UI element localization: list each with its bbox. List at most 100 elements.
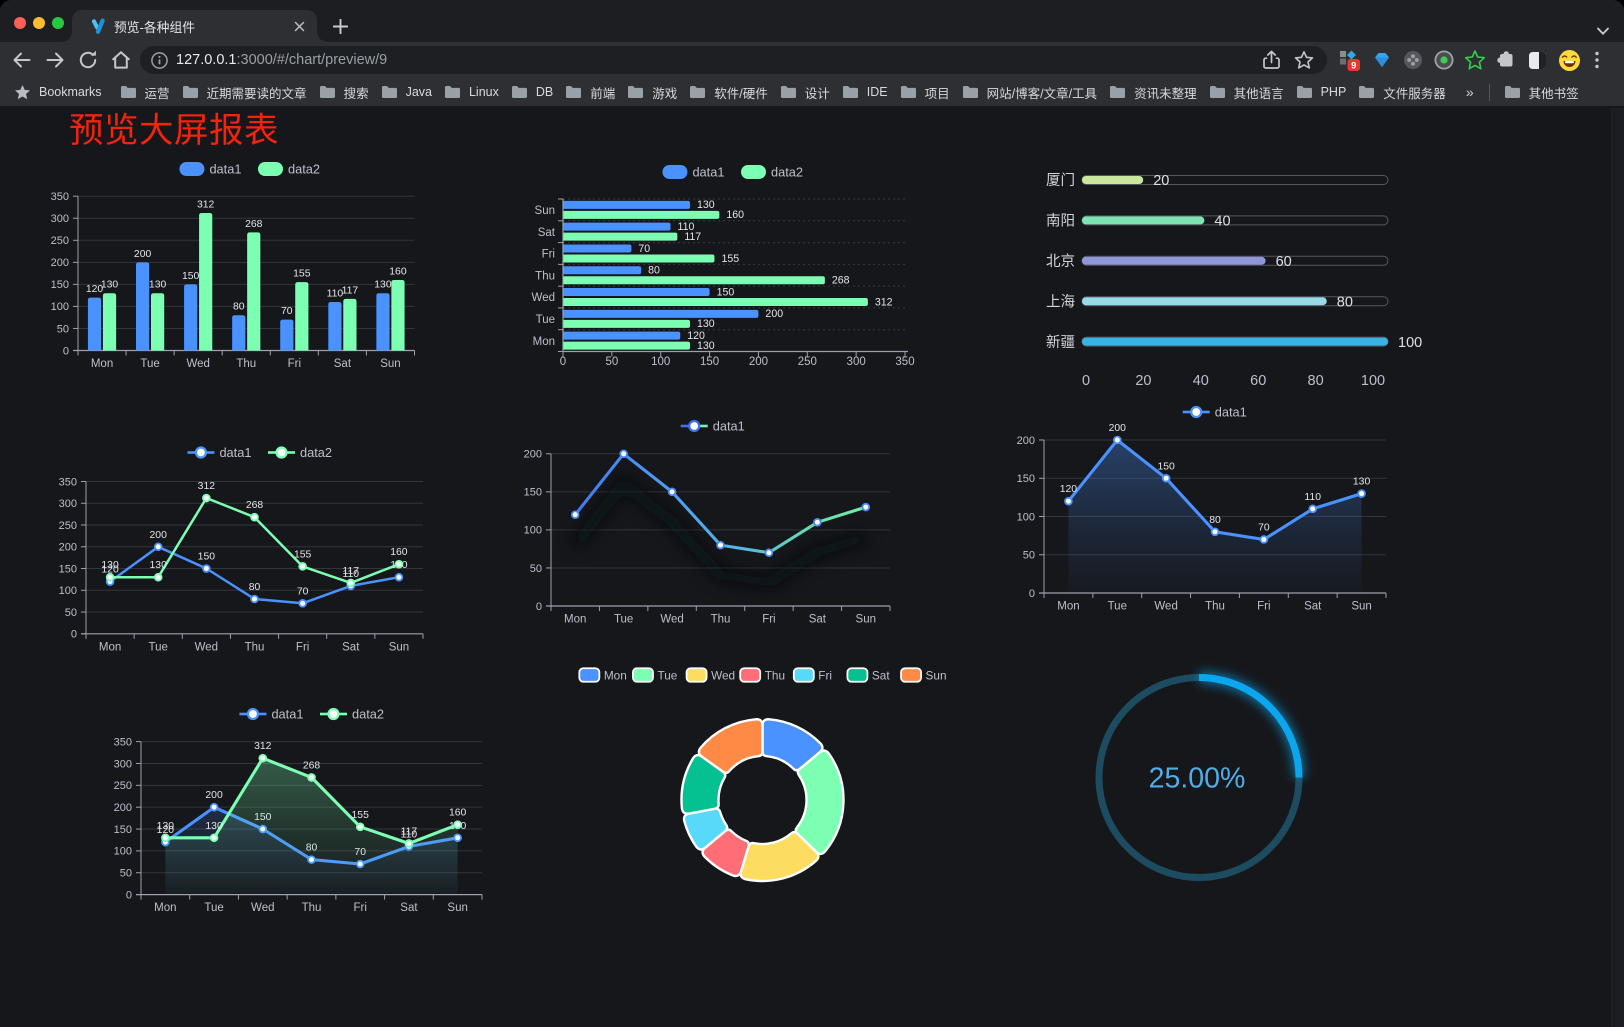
bookmark-folder-label: IDE: [866, 85, 888, 99]
browser-tab[interactable]: 预览-各种组件: [62, 10, 327, 42]
bookmark-folder-item[interactable]: 资讯未整理: [1109, 83, 1197, 102]
double-area-chart[interactable]: data1 data2 0 50 100 150 200 250 300 350 Mon Tue Wed…: [114, 707, 483, 915]
extensions-puzzle-icon[interactable]: [1495, 49, 1517, 71]
bookmark-folder-item[interactable]: DB: [511, 85, 553, 99]
x-axis-label: 80: [1308, 373, 1324, 389]
bar-value-label: 150: [182, 271, 200, 282]
bookmark-folder-item[interactable]: Java: [381, 85, 432, 99]
forward-button[interactable]: [40, 45, 70, 75]
grouped-bar-chart[interactable]: data1 data2 0 50 100 150 200 250 300 350 Mon Tue Wed…: [51, 162, 415, 371]
window-close-button[interactable]: [13, 17, 26, 29]
point-marker: [667, 487, 677, 497]
bookmark-folder-item[interactable]: 软件/硬件: [689, 83, 768, 102]
tab-search-chevron-icon[interactable]: [1596, 23, 1610, 41]
y-axis-label: 150: [59, 563, 77, 575]
point-marker: [346, 578, 356, 588]
legend-label: Fri: [818, 669, 832, 683]
bookmarks-manager-item[interactable]: Bookmarks: [14, 84, 102, 101]
bookmark-folder-item[interactable]: 网站/博客/文章/工具: [962, 83, 1097, 102]
extension-green-dot-icon[interactable]: [1434, 50, 1454, 70]
bookmark-star-icon[interactable]: [1294, 50, 1314, 70]
point-marker: [404, 839, 414, 848]
window-minimize-button[interactable]: [32, 17, 45, 29]
extension-green-star-icon[interactable]: [1464, 49, 1486, 71]
bar-value-label: 110: [327, 289, 344, 300]
site-info-icon[interactable]: [151, 51, 168, 69]
point-value-label: 200: [1109, 423, 1127, 434]
x-axis-label: 0: [1082, 373, 1090, 389]
line-shadow: [570, 475, 868, 589]
bookmark-folder-item[interactable]: 运营: [120, 83, 170, 102]
profile-avatar[interactable]: [1558, 49, 1581, 72]
bookmark-folder-item[interactable]: 近期需要读的文章: [182, 83, 307, 102]
progress-row-label: 上海: [1046, 293, 1075, 310]
y-axis-label: 50: [65, 607, 77, 619]
sidebar-toggle-icon[interactable]: [1527, 50, 1548, 71]
point-marker: [202, 564, 211, 573]
gauge-value-label: 25.00%: [1149, 763, 1246, 795]
bookmark-folder-item[interactable]: 游戏: [627, 83, 677, 102]
bookmark-folder-item[interactable]: 项目: [900, 83, 950, 102]
x-axis-label: 40: [1193, 373, 1209, 389]
x-axis-label: 50: [605, 356, 618, 368]
page-scrollbar[interactable]: [1611, 108, 1624, 1027]
bookmark-folder-item[interactable]: 设计: [780, 83, 830, 102]
browser-toolbar: 127.0.0.1:3000/#/chart/preview/9 9: [0, 42, 1624, 78]
bar-data2: [102, 293, 117, 351]
bar-value-label: 160: [726, 209, 744, 221]
share-icon[interactable]: [1262, 50, 1281, 70]
point-marker: [153, 542, 163, 552]
bar-value-label: 312: [197, 199, 215, 210]
bookmark-folder-item[interactable]: 搜索: [319, 83, 369, 102]
gauge-chart[interactable]: 25.00%: [1095, 671, 1306, 881]
bar-data2: [295, 282, 309, 351]
bookmark-folder-item[interactable]: 其他语言: [1209, 83, 1284, 102]
progress-value-label: 20: [1153, 173, 1169, 189]
horizontal-bar-chart[interactable]: data1 data2 Mon Tue Wed Thu Fri Sat Sun 0 50 100 150…: [532, 165, 915, 369]
doughnut-chart[interactable]: Mon Tue Wed Thu Fri Sat Sun: [578, 667, 947, 883]
tab-close-icon[interactable]: [294, 21, 305, 32]
y-axis-label: 0: [63, 345, 69, 357]
multi-line-chart[interactable]: data1 data2 0 50 100 150 200 250 300 350 Mon Tue Wed…: [59, 445, 424, 653]
y-axis-label: 200: [51, 257, 69, 269]
progress-bar-chart[interactable]: 厦门 20 南阳 40 北京 60 上海 80 新疆 100 0 20 40 60 80 100: [1046, 172, 1422, 389]
x-axis-label: Tue: [614, 614, 633, 626]
bookmark-folder-item[interactable]: Linux: [444, 85, 499, 99]
bookmark-folder-item[interactable]: 文件服务器: [1358, 83, 1446, 102]
progress-row-label: 北京: [1046, 253, 1075, 270]
gradient-line-chart[interactable]: data1 0 50 100 150 200 Mon Tue Wed Thu Fri Sat Sun: [524, 419, 891, 626]
bookmark-folder-list: 运营 近期需要读的文章 搜索 Java Linux DB 前端 游戏 软件/硬件 设计 IDE 项目 网…: [102, 83, 1446, 102]
extension-colorpick-icon[interactable]: 9: [1336, 46, 1362, 74]
home-button[interactable]: [106, 45, 136, 75]
bookmark-folder-label: 近期需要读的文章: [206, 86, 307, 101]
y-axis-label: Fri: [542, 249, 555, 261]
window-zoom-button[interactable]: [52, 17, 64, 29]
legend-swatch: [258, 162, 283, 176]
other-bookmarks-item[interactable]: 其他书签: [1504, 83, 1579, 102]
extension-gem-icon[interactable]: [1372, 50, 1392, 70]
browser-menu-kebab-icon[interactable]: [1589, 49, 1605, 71]
reload-button[interactable]: [73, 45, 103, 75]
point-marker: [1112, 435, 1122, 445]
address-bar[interactable]: 127.0.0.1:3000/#/chart/preview/9: [140, 46, 1327, 74]
folder-icon: [1504, 86, 1520, 98]
legend-label: data2: [288, 162, 320, 177]
legend-label: data1: [209, 162, 241, 177]
point-marker: [105, 572, 115, 582]
x-axis-label: Sat: [1304, 601, 1322, 613]
extension-dark-circle-icon[interactable]: [1403, 50, 1423, 70]
new-tab-button[interactable]: [326, 12, 354, 40]
legend-swatch: [900, 667, 922, 683]
legend-label: Sun: [926, 669, 947, 683]
bookmark-folder-item[interactable]: PHP: [1296, 85, 1346, 99]
point-value-label: 120: [1060, 484, 1078, 495]
bookmark-folder-item[interactable]: 前端: [565, 83, 615, 102]
bookmarks-overflow-chevron[interactable]: »: [1465, 84, 1474, 100]
progress-fill: [1082, 176, 1144, 184]
y-axis-label: 250: [59, 520, 77, 532]
x-axis-label: 60: [1250, 373, 1266, 389]
bookmark-folder-item[interactable]: IDE: [842, 85, 888, 99]
back-button[interactable]: [7, 45, 37, 75]
area-line-chart[interactable]: data1 0 50 100 150 200 Mon Tue Wed Thu Fri Sat Sun 12…: [1017, 405, 1387, 613]
legend-label: Thu: [765, 669, 785, 683]
